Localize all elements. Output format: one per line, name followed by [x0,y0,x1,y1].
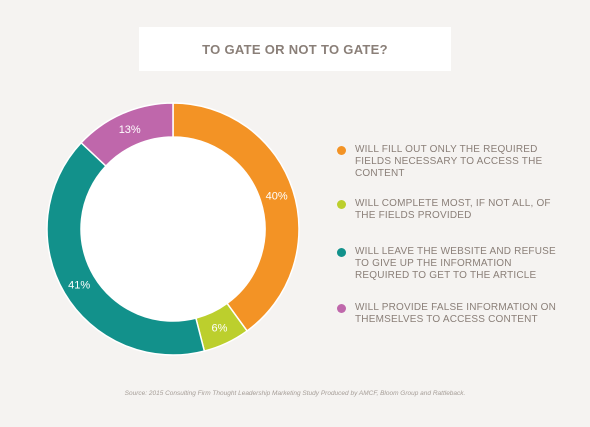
chart-title: TO GATE OR NOT TO GATE? [202,41,388,57]
legend-dot [337,146,346,155]
legend-item-2: WILL LEAVE THE WEBSITE AND REFUSE TO GIV… [337,246,557,282]
donut-hole [81,137,265,321]
chart-title-box: TO GATE OR NOT TO GATE? [139,27,451,71]
slice-value-label-0: 40% [266,190,288,202]
legend-dot [337,304,346,313]
legend-dot [337,248,346,257]
legend-item-0: WILL FILL OUT ONLY THE REQUIRED FIELDS N… [337,144,557,180]
slice-value-label-3: 13% [119,124,141,136]
source-note: Source: 2015 Consulting Firm Thought Lea… [124,390,466,397]
legend-label: WILL PROVIDE FALSE INFORMATION ON THEMSE… [355,302,557,325]
legend-label: WILL COMPLETE MOST, IF NOT ALL, OF THE F… [355,198,551,221]
legend-dot [337,200,346,209]
slice-value-label-2: 41% [68,279,90,291]
legend-item-3: WILL PROVIDE FALSE INFORMATION ON THEMSE… [337,302,557,326]
legend-label: WILL FILL OUT ONLY THE REQUIRED FIELDS N… [355,144,543,179]
legend-item-1: WILL COMPLETE MOST, IF NOT ALL, OF THE F… [337,198,557,222]
slice-value-label-1: 6% [211,323,227,335]
legend-label: WILL LEAVE THE WEBSITE AND REFUSE TO GIV… [355,246,556,281]
